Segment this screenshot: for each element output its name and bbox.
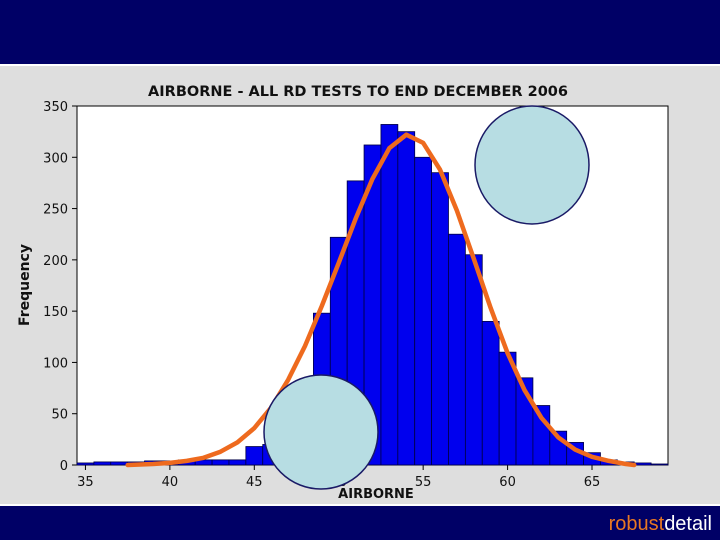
x-tick-label: 45 — [246, 475, 263, 490]
x-tick-label: 35 — [77, 475, 94, 490]
histogram-bar — [464, 254, 483, 466]
histogram-bar — [211, 459, 230, 466]
histogram-bar — [93, 461, 112, 466]
histogram-bar — [633, 462, 652, 466]
histogram-bar — [481, 320, 500, 466]
histogram-bar — [245, 446, 264, 466]
y-tick-label: 350 — [43, 100, 68, 115]
annotation-circle-lower-left — [263, 374, 379, 490]
x-tick-label: 65 — [584, 475, 601, 490]
histogram-bar — [380, 124, 399, 466]
y-axis-label: Frequency — [17, 244, 33, 326]
histogram-chart: AIRBORNE - ALL RD TESTS TO END DECEMBER … — [17, 84, 669, 502]
footer-bar: robustdetail — [0, 506, 720, 540]
y-tick-label: 300 — [43, 151, 68, 166]
y-tick-label: 100 — [43, 356, 68, 371]
brand-logo: robustdetail — [609, 510, 712, 538]
y-tick-label: 150 — [43, 305, 68, 320]
normal-fit-curve — [125, 132, 637, 468]
y-tick-label: 200 — [43, 254, 68, 269]
x-tick-label: 55 — [415, 475, 432, 490]
annotation-circle-upper-right — [474, 105, 590, 225]
y-axis: 0 50 100 150 200 250 300 350 — [43, 100, 77, 474]
slide-header — [0, 0, 720, 64]
histogram-bar — [397, 131, 416, 466]
histogram-bar — [414, 156, 433, 466]
chart-panel: AIRBORNE - ALL RD TESTS TO END DECEMBER … — [0, 64, 720, 506]
x-tick-label: 60 — [499, 475, 516, 490]
brand-logo-part2: detail — [664, 513, 712, 535]
histogram-bar — [448, 233, 466, 466]
histogram-bar — [431, 172, 449, 466]
histogram-bar — [228, 459, 247, 466]
histogram-bar — [76, 462, 95, 466]
y-tick-label: 250 — [43, 203, 68, 218]
x-axis-label: AIRBORNE — [338, 487, 414, 502]
histogram-bar — [650, 463, 669, 466]
y-tick-label: 50 — [51, 408, 68, 423]
y-tick-label: 0 — [60, 459, 68, 474]
histogram-bar — [110, 461, 129, 466]
chart-title: AIRBORNE - ALL RD TESTS TO END DECEMBER … — [148, 84, 568, 100]
brand-logo-part1: robust — [608, 513, 665, 535]
x-tick-label: 40 — [162, 475, 179, 490]
